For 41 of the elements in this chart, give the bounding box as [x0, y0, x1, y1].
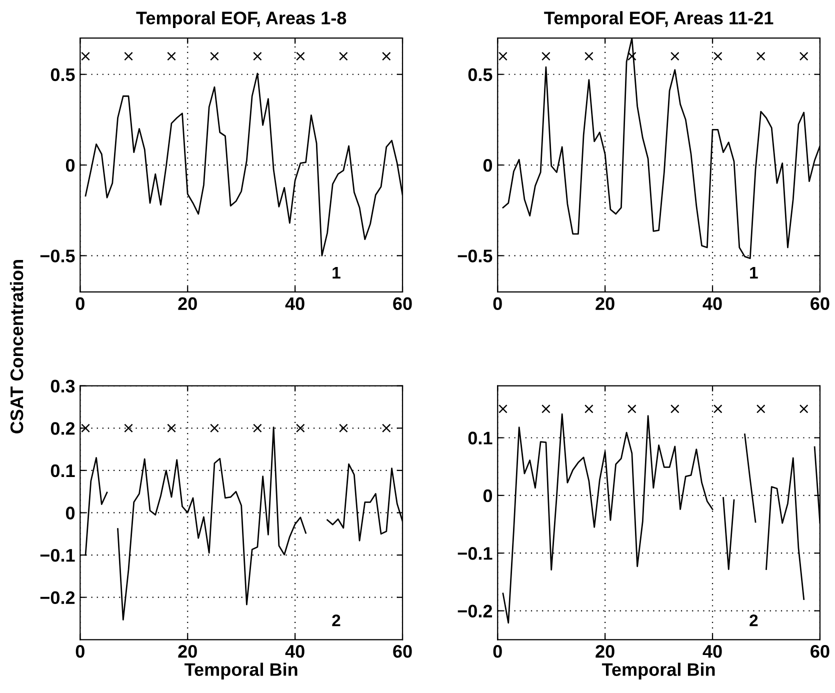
x-tick-label: 40	[285, 644, 304, 658]
x-tick-label: 40	[702, 644, 722, 658]
x-tick-label: 40	[702, 297, 722, 310]
x-tick-label: 20	[596, 297, 614, 310]
x-tick-label: 40	[285, 297, 304, 310]
y-tick-label: 0.5	[50, 68, 75, 82]
y-tick-label: 0	[483, 158, 492, 172]
x-tick-label: 20	[596, 644, 614, 658]
y-tick-label: 0	[66, 158, 75, 172]
x-tick-label: 0	[493, 644, 502, 658]
y-tick-label: 0.3	[50, 380, 75, 393]
y-tick-label: 0	[66, 506, 75, 520]
x-tick-label: 0	[76, 644, 84, 658]
y-axis-title: CSAT Concentration	[10, 260, 24, 434]
y-tick-label: −0.5	[40, 250, 75, 262]
x-tick-label: 0	[493, 297, 502, 310]
chart-title: Temporal EOF, Areas 1-8	[136, 11, 346, 28]
y-tick-label: −0.5	[458, 250, 492, 262]
y-tick-label: −0.1	[458, 547, 492, 560]
y-tick-label: 0.2	[50, 422, 75, 435]
annotation: 1	[750, 267, 758, 278]
y-tick-label: 0.1	[468, 432, 492, 444]
y-tick-label: 0	[483, 489, 492, 502]
x-axis-title: Temporal Bin	[602, 662, 715, 680]
y-tick-label: −0.1	[40, 548, 75, 562]
x-axis-title: Temporal Bin	[184, 662, 298, 680]
x-tick-label: 20	[178, 644, 197, 658]
y-tick-label: 0.5	[468, 68, 492, 82]
annotation: 2	[332, 614, 340, 626]
y-tick-label: −0.2	[458, 604, 492, 618]
x-tick-label: 60	[393, 297, 412, 310]
x-tick-label: 60	[393, 644, 412, 658]
chart-title: Temporal EOF, Areas 11-21	[544, 11, 774, 28]
x-tick-label: 60	[810, 297, 830, 310]
y-tick-label: 0.1	[50, 464, 75, 478]
y-tick-label: −0.2	[40, 591, 75, 604]
x-tick-label: 0	[76, 297, 84, 310]
annotation: 2	[750, 614, 758, 626]
x-tick-label: 60	[810, 644, 830, 658]
annotation: 1	[332, 267, 340, 278]
x-tick-label: 20	[178, 297, 197, 310]
